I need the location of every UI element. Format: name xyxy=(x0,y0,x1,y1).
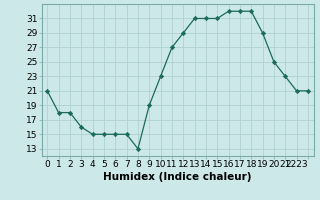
X-axis label: Humidex (Indice chaleur): Humidex (Indice chaleur) xyxy=(103,172,252,182)
